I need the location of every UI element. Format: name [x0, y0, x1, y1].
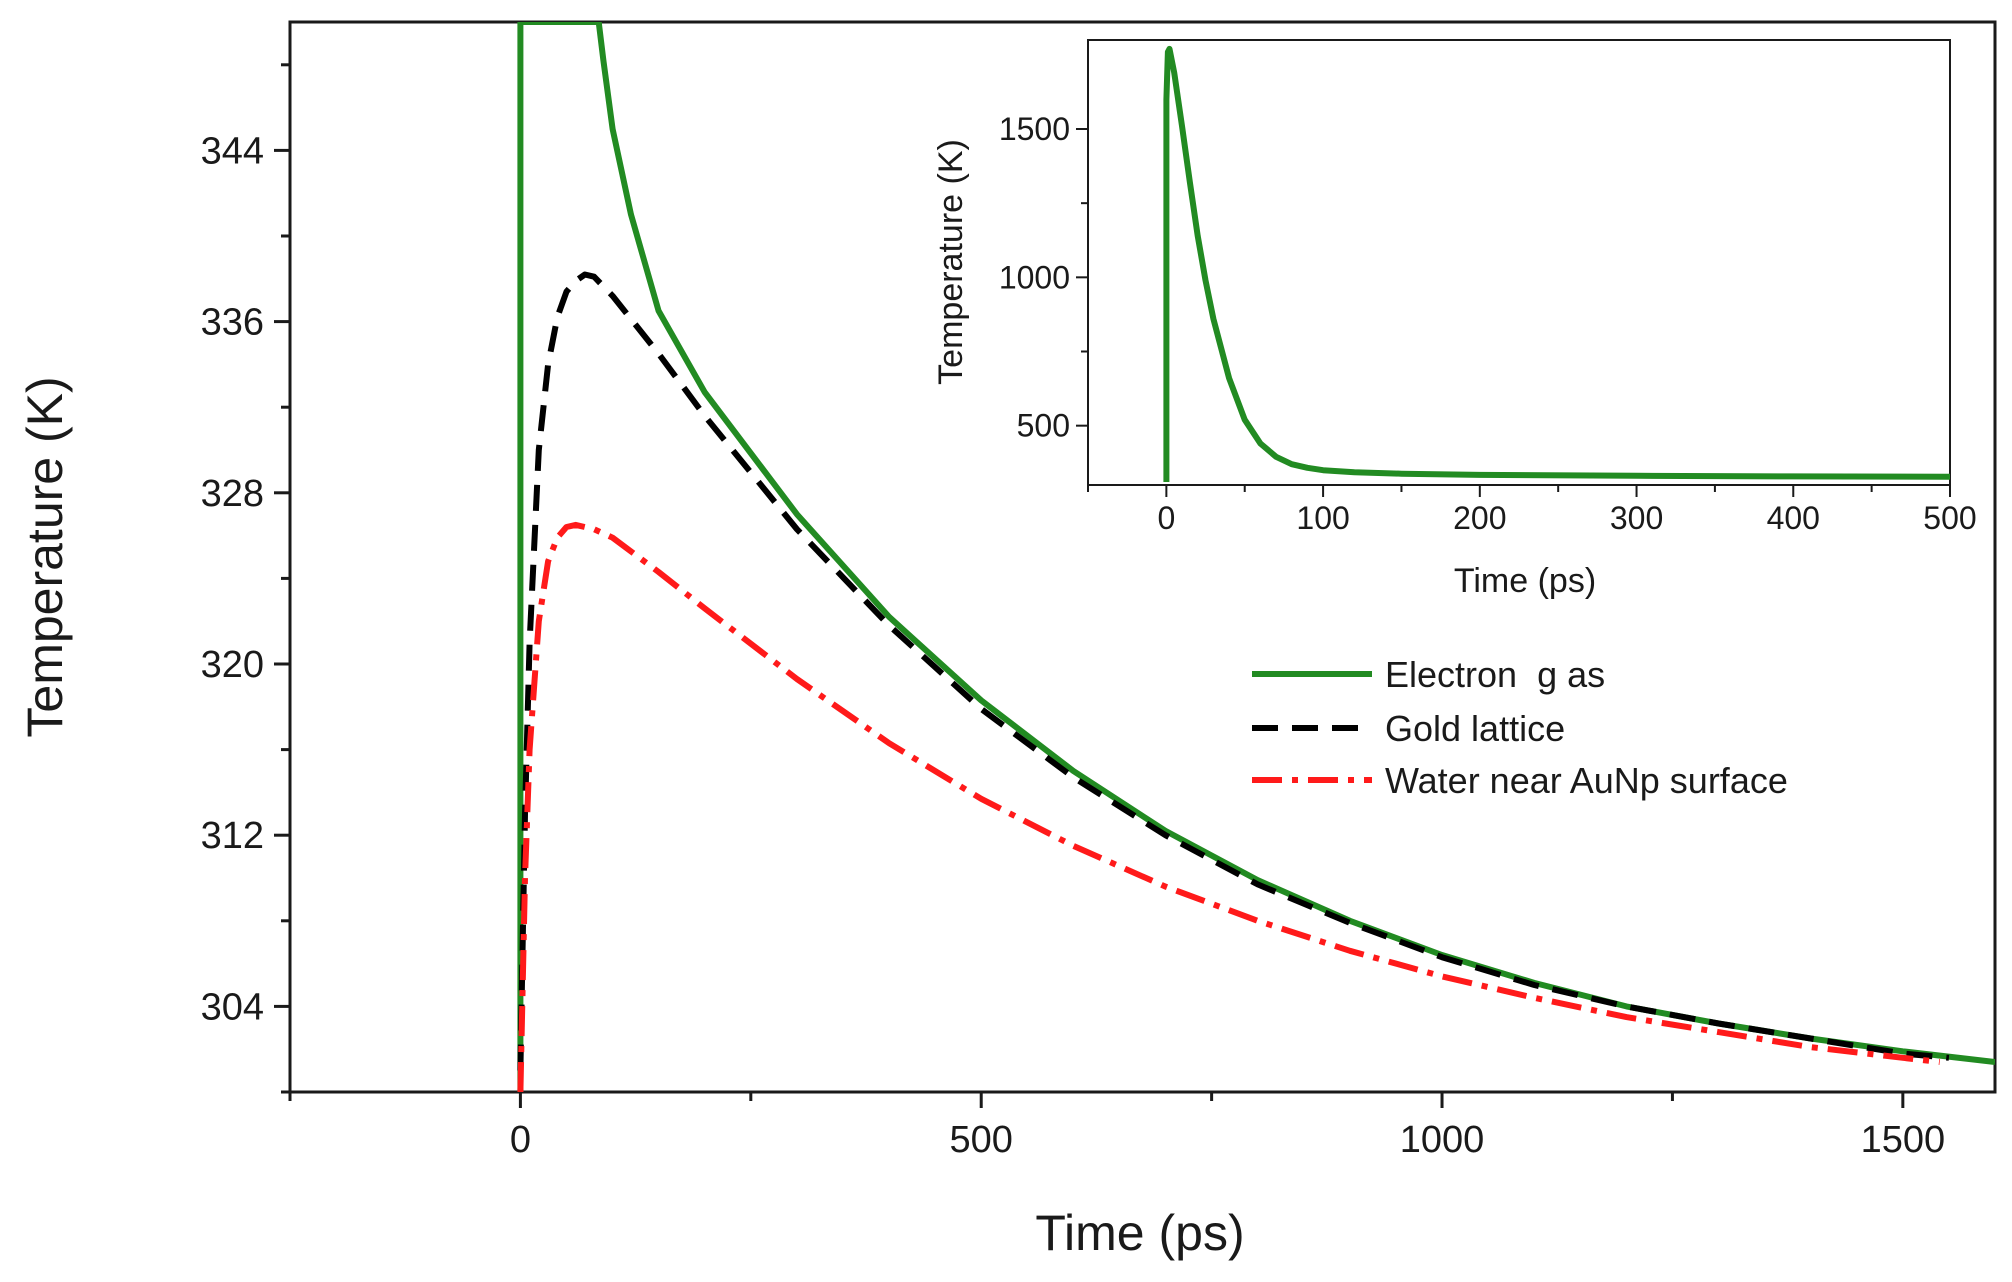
main-x-tick-label: 1000	[1400, 1119, 1485, 1161]
main-x-tick-label: 1500	[1861, 1119, 1946, 1161]
main-plot-frame	[288, 20, 1997, 1094]
inset-x-tick-label: 300	[1610, 500, 1663, 536]
main-x-axis-title: Time (ps)	[1035, 1205, 1244, 1261]
legend-label-water: Water near AuNp surface	[1385, 760, 1788, 801]
inset-y-tick-label: 1000	[999, 259, 1070, 295]
legend-label-electron-gas: Electron g as	[1385, 654, 1605, 695]
legend-label-gold-lattice: Gold lattice	[1385, 708, 1565, 749]
inset-x-tick-label: 200	[1453, 500, 1506, 536]
inset-plot: 0 100 200 300 400 500 500 1000 1500 Time (ps) Te…	[932, 39, 1977, 600]
main-y-tick-label: 312	[201, 815, 264, 857]
main-y-tick-label: 304	[201, 986, 264, 1028]
inset-x-axis-title: Time (ps)	[1454, 562, 1596, 600]
inset-series	[1163, 45, 1950, 482]
inset-series-electron-gas	[1163, 45, 1950, 482]
inset-x-tick-label: 500	[1923, 500, 1976, 536]
inset-x-tick-label: 100	[1296, 500, 1349, 536]
main-y-axis-title: Temperature (K)	[17, 376, 73, 737]
main-y-tick-label: 336	[201, 302, 264, 344]
main-series	[517, 22, 1995, 1092]
legend: Electron g as Gold lattice Water near Au…	[1252, 654, 1788, 801]
main-series-gold-lattice	[517, 271, 1950, 1071]
inset-plot-frame	[1087, 39, 1951, 486]
main-y-tick-label: 320	[201, 644, 264, 686]
inset-y-axis-title: Temperature (K)	[932, 139, 970, 385]
main-x-tick-label: 0	[510, 1119, 531, 1161]
main-y-tick-label: 328	[201, 473, 264, 515]
inset-x-tick-label: 0	[1157, 500, 1175, 536]
inset-ticks: 0 100 200 300 400 500 500 1000 1500	[999, 111, 1977, 536]
main-series-water-near-aunp-surface	[517, 521, 1941, 1092]
main-x-tick-label: 500	[950, 1119, 1013, 1161]
main-y-tick-label: 344	[201, 130, 264, 172]
inset-x-tick-label: 400	[1767, 500, 1820, 536]
inset-y-tick-label: 1500	[999, 111, 1070, 147]
inset-y-tick-label: 500	[1017, 408, 1070, 444]
